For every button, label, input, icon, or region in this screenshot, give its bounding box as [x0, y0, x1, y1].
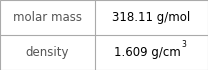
Text: 1.609 g/cm: 1.609 g/cm [114, 46, 181, 59]
Text: molar mass: molar mass [13, 11, 82, 24]
Text: 318.11 g/mol: 318.11 g/mol [112, 11, 191, 24]
Text: 3: 3 [181, 40, 186, 49]
Text: density: density [26, 46, 69, 59]
